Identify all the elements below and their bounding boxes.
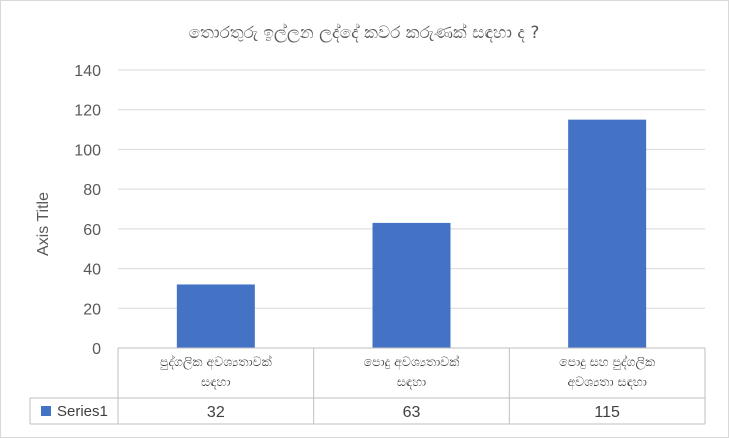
y-tick-labels: 0 20 40 60 80 100 120 140 <box>74 63 101 358</box>
table-value: 32 <box>207 404 225 421</box>
bars <box>176 119 647 349</box>
table-value: 115 <box>594 404 620 421</box>
bar <box>176 284 255 348</box>
y-tick-label: 60 <box>83 222 101 239</box>
y-tick-label: 40 <box>83 262 101 279</box>
data-table: පුද්ගලික අවශ්‍යතාවක් සඳහා පොදු අවශ්‍යතාවක්… <box>29 347 706 425</box>
y-tick-label: 140 <box>74 63 101 80</box>
y-tick-label: 0 <box>92 341 101 358</box>
chart-title: තොරතුරු ඉල්ලන ලද්දේ කවර කරුණක් සඳහා ද ? <box>189 23 540 43</box>
bar <box>372 222 451 348</box>
y-tick-label: 20 <box>83 301 101 318</box>
y-axis-title: Axis Title <box>35 192 52 256</box>
legend-swatch <box>41 406 51 416</box>
table-value: 63 <box>403 404 421 421</box>
category-label: පොදු අවශ්‍යතාවක් සඳහා <box>364 354 461 390</box>
category-label: පොදු සහ පුද්ගලික අවශ්‍යතා සඳහා <box>559 354 656 390</box>
y-tick-label: 100 <box>74 142 101 159</box>
bar <box>568 119 647 349</box>
y-tick-label: 80 <box>83 182 101 199</box>
category-label: පුද්ගලික අවශ්‍යතාවක් සඳහා <box>159 354 272 390</box>
y-tick-label: 120 <box>74 103 101 120</box>
legend-series-name: Series1 <box>57 403 108 420</box>
